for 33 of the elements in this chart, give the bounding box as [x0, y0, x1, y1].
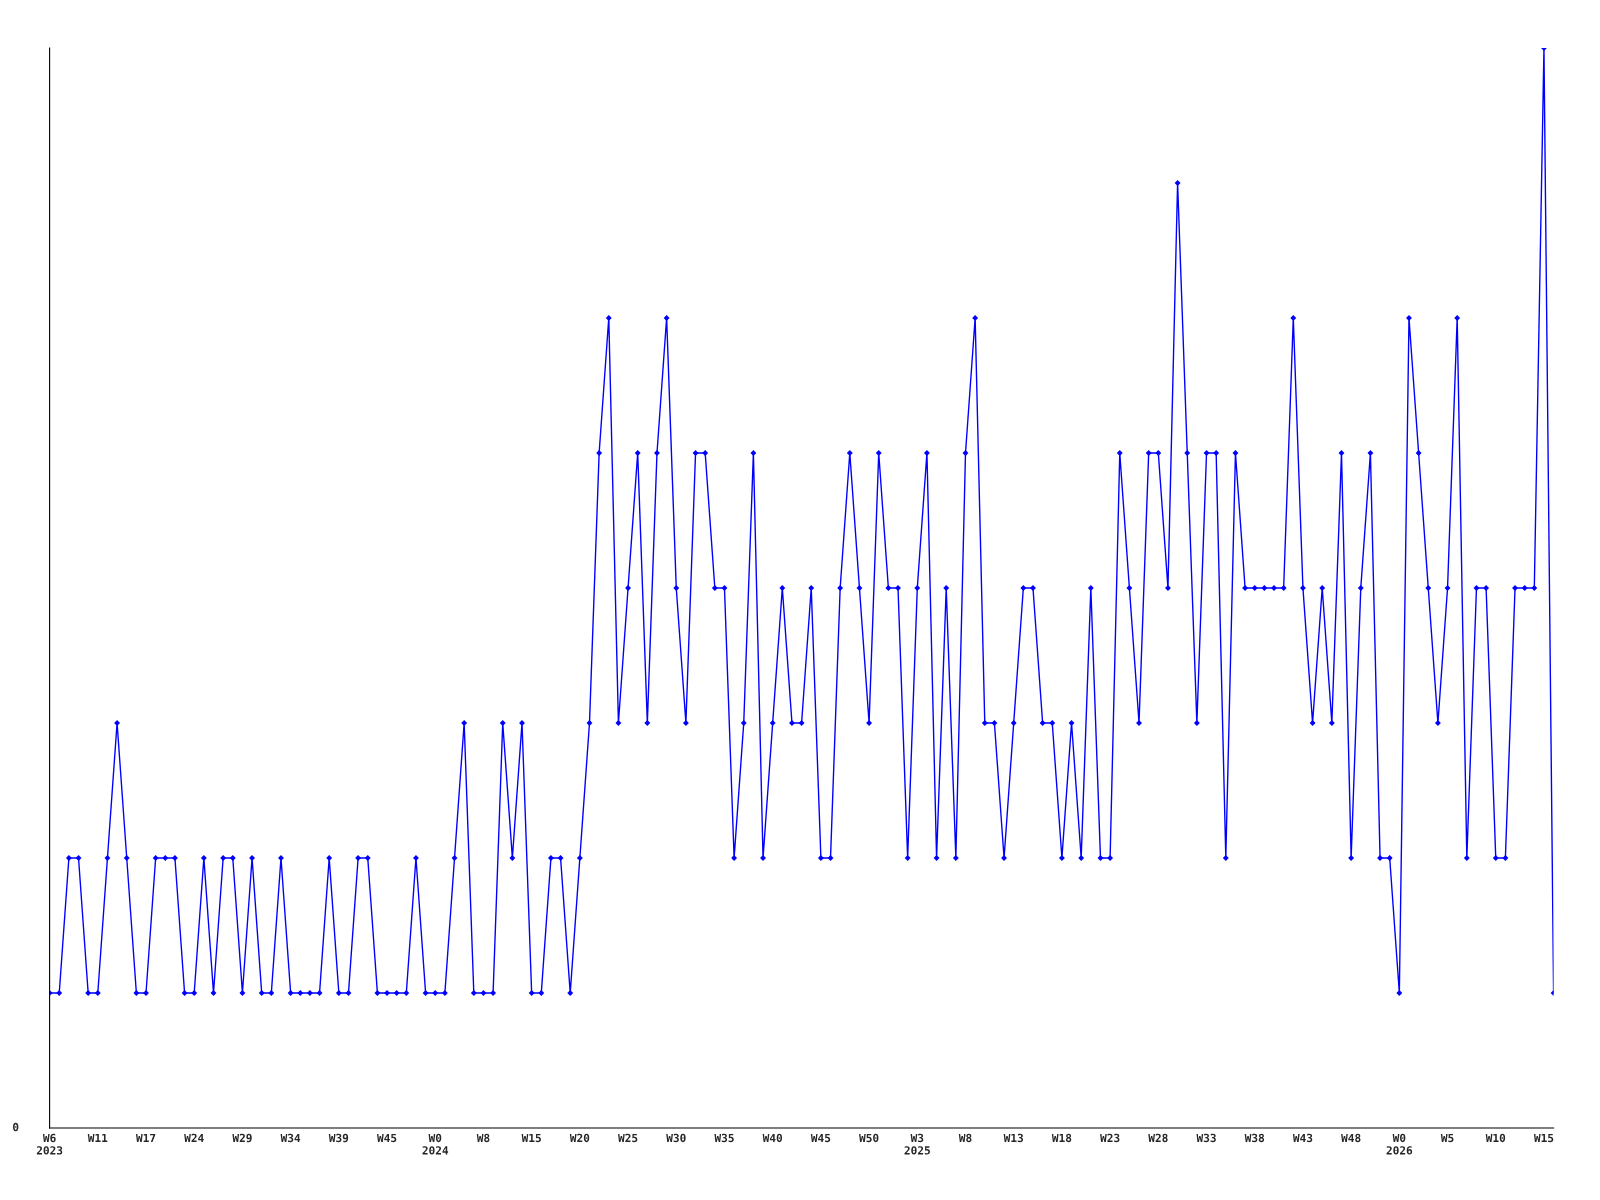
x-tick-label: W11 — [87, 1133, 108, 1142]
x-tick-label: W33 — [1196, 1133, 1216, 1143]
x-tick-label: W18 — [1051, 1133, 1072, 1143]
x-tick-label: W50 — [859, 1133, 879, 1143]
x-tick-label: W24 — [184, 1133, 204, 1142]
x-tick-label: W48 — [1341, 1133, 1361, 1143]
text: 0 — [13, 1122, 19, 1132]
x-tick-label: W0 2026 — [1386, 1133, 1413, 1155]
x-tick-label: W35 — [714, 1133, 734, 1143]
x-tick-label: W13 — [1003, 1133, 1024, 1143]
x-tick-label: W6 2023 — [36, 1133, 63, 1155]
x-tick-label: W25 — [618, 1133, 638, 1143]
x-tick-label: W43 — [1292, 1133, 1313, 1143]
x-tick-label: W15 — [1533, 1133, 1554, 1143]
x-tick-label: W40 — [762, 1133, 783, 1143]
x-tick-label: W15 — [521, 1133, 541, 1143]
x-tick-label: W8 — [476, 1133, 490, 1143]
x-tick-label: W34 — [280, 1133, 301, 1143]
x-tick-label: W45 — [810, 1133, 831, 1143]
x-tick-label: W30 — [666, 1133, 686, 1143]
x-tick-label: W45 — [377, 1133, 397, 1143]
x-tick-label: W17 — [135, 1133, 156, 1142]
x-tick-label: W20 — [569, 1133, 590, 1143]
x-tick-label: W39 — [328, 1133, 349, 1143]
x-tick-label: W10 — [1485, 1133, 1506, 1143]
x-tick-label: W0 2024 — [422, 1133, 449, 1155]
x-tick-label: W38 — [1244, 1133, 1265, 1143]
x-tick-label: W23 — [1100, 1133, 1120, 1143]
x-tick-label: W29 — [232, 1133, 252, 1143]
x-tick-label: W5 — [1440, 1133, 1454, 1143]
x-tick-label: W8 — [958, 1133, 972, 1143]
x-tick-label: W28 — [1148, 1133, 1168, 1143]
x-tick-label: W3 2025 — [904, 1133, 930, 1155]
